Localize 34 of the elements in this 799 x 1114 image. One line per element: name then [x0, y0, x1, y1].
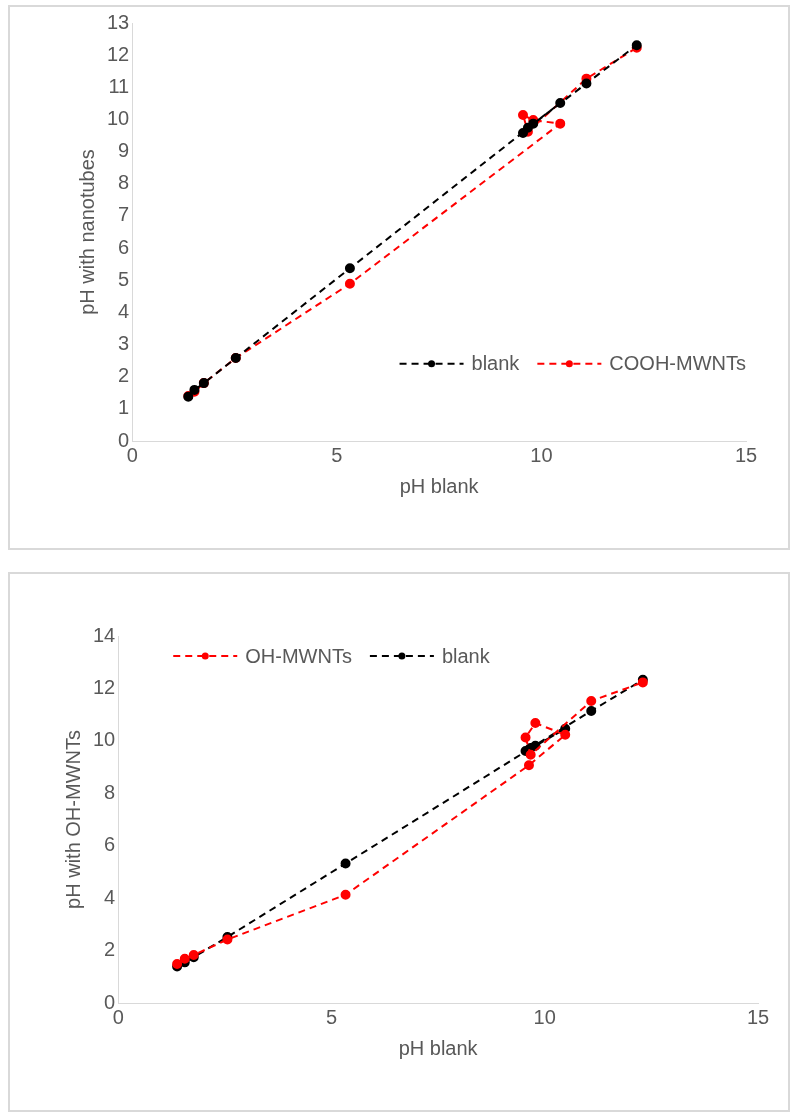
legend-label: blank: [471, 352, 521, 375]
y-tick-label: 4: [104, 885, 116, 908]
x-tick-label: 10: [530, 443, 553, 466]
y-tick-label: 10: [107, 106, 130, 129]
y-tick-label: 13: [107, 10, 130, 33]
y-tick-label: 4: [118, 299, 130, 322]
y-axis-title: pH with nanotubes: [75, 149, 98, 315]
x-tick-label: 5: [325, 1005, 338, 1028]
y-axis-title: pH with OH-MWNTs: [61, 730, 84, 909]
y-tick-label: 2: [118, 364, 130, 387]
y-tick-label: 5: [118, 267, 130, 290]
x-tick-label: 10: [533, 1005, 556, 1028]
y-tick-label: 9: [118, 139, 130, 162]
x-tick-label: 15: [734, 443, 758, 466]
y-tick-label: 6: [104, 833, 116, 856]
y-tick-label: 1: [118, 396, 130, 419]
x-axis-title: pH blank: [398, 1036, 479, 1059]
x-tick-label: 15: [746, 1005, 770, 1028]
y-tick-label: 8: [118, 171, 130, 194]
legend-label: blank: [441, 644, 491, 667]
y-tick-label: 12: [93, 675, 116, 698]
legend-label: COOH-MWNTs: [609, 352, 746, 375]
y-tick-label: 14: [93, 623, 116, 646]
y-tick-label: 7: [118, 203, 130, 226]
y-tick-label: 2: [104, 938, 116, 961]
x-axis-title: pH blank: [399, 474, 480, 497]
y-tick-label: 6: [118, 235, 130, 258]
legend-label: OH-MWNTs: [245, 644, 352, 667]
y-tick-label: 11: [108, 74, 130, 97]
y-tick-label: 10: [93, 728, 116, 751]
x-tick-label: 5: [331, 443, 343, 466]
y-tick-label: 12: [107, 42, 130, 65]
y-tick-label: 8: [104, 780, 116, 803]
y-tick-label: 3: [118, 332, 130, 355]
